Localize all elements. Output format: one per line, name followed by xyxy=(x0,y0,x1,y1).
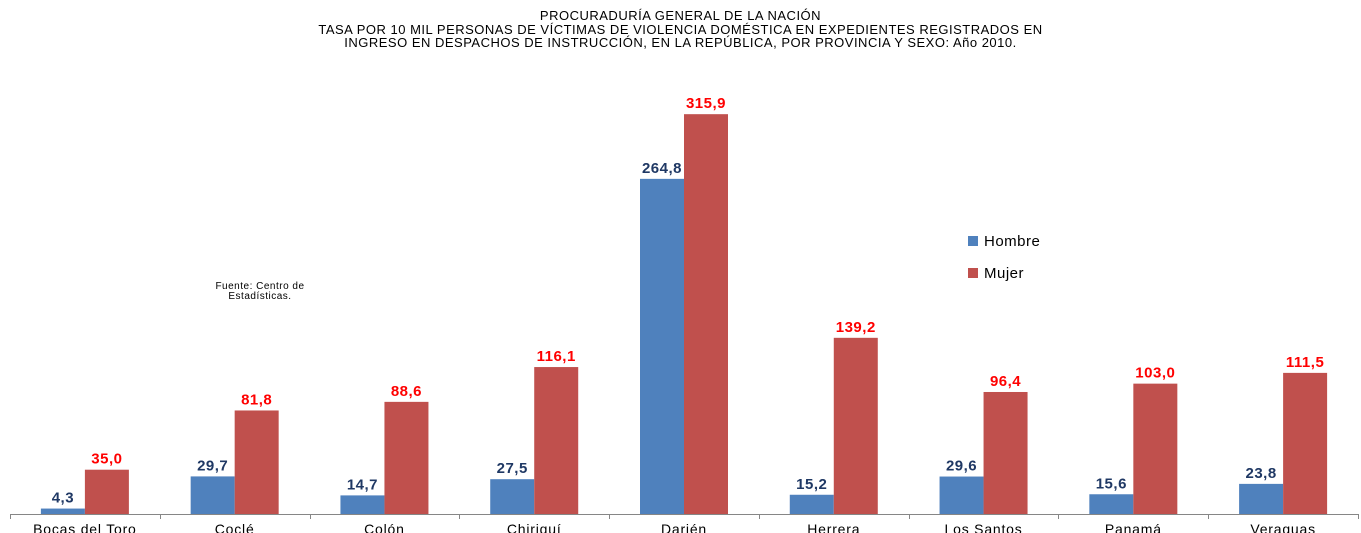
data-label-mujer: 116,1 xyxy=(537,348,576,365)
legend-item-hombre: Hombre xyxy=(968,231,1040,251)
data-label-mujer: 81,8 xyxy=(241,391,272,408)
bar-mujer xyxy=(384,401,429,514)
bar-hombre xyxy=(640,178,684,514)
data-label-mujer: 88,6 xyxy=(391,383,422,400)
data-label-mujer: 96,4 xyxy=(990,373,1021,390)
bar-mujer xyxy=(833,337,878,514)
source-note-line-1: Fuente: Centro de xyxy=(215,281,305,292)
data-label-hombre: 27,5 xyxy=(497,460,528,477)
legend-label-mujer: Mujer xyxy=(984,264,1025,282)
chart-title-line-1: PROCURADURÍA GENERAL DE LA NACIÓN xyxy=(539,8,822,23)
data-label-hombre: 4,3 xyxy=(52,490,74,507)
legend-label-hombre: Hombre xyxy=(984,232,1041,250)
bar-hombre xyxy=(490,479,535,514)
data-label-mujer: 139,2 xyxy=(836,319,876,336)
bar-hombre xyxy=(1089,494,1134,514)
data-label-hombre: 29,6 xyxy=(946,458,977,475)
data-label-mujer: 111,5 xyxy=(1286,354,1324,371)
data-label-hombre: 14,7 xyxy=(347,476,378,493)
data-label-mujer: 103,0 xyxy=(1135,365,1175,382)
bar-hombre xyxy=(40,508,85,514)
bar-mujer xyxy=(84,469,129,514)
data-label-hombre: 15,6 xyxy=(1096,475,1127,492)
bar-mujer xyxy=(234,410,279,514)
x-tick-label: Darién xyxy=(661,521,707,533)
x-tick-label: Bocas del Toro xyxy=(33,521,137,533)
chart-title-line-3: INGRESO EN DESPACHOS DE INSTRUCCIÓN, EN … xyxy=(344,35,1017,50)
bar-mujer xyxy=(1283,372,1328,514)
data-label-mujer: 35,0 xyxy=(91,451,122,468)
source-note-line-2: Estadísticas. xyxy=(228,291,292,302)
bar-hombre xyxy=(190,476,235,514)
bar-hombre xyxy=(340,495,385,514)
source-note: Fuente: Centro de Estadísticas. xyxy=(180,282,340,302)
x-tick-label: Coclé xyxy=(215,521,255,533)
x-tick-label: Los Santos xyxy=(945,521,1023,533)
bar-hombre xyxy=(939,476,984,514)
data-label-hombre: 23,8 xyxy=(1246,465,1277,482)
bar-hombre xyxy=(789,494,834,514)
data-label-hombre: 29,7 xyxy=(197,457,228,474)
x-tick-label: Chiriquí xyxy=(507,521,562,533)
chart-title-line-2: TASA POR 10 MIL PERSONAS DE VÍCTIMAS DE … xyxy=(318,22,1043,37)
data-label-hombre: 15,2 xyxy=(796,476,827,493)
bar-mujer xyxy=(684,114,728,515)
bar-mujer xyxy=(1133,383,1178,514)
bar-mujer xyxy=(534,367,579,514)
bar-hombre xyxy=(1239,483,1284,514)
bar-mujer xyxy=(983,391,1028,514)
legend-item-mujer: Mujer xyxy=(968,263,1024,283)
x-tick-label: Colón xyxy=(364,521,405,533)
legend-swatch-mujer xyxy=(968,268,978,278)
data-label-hombre: 264,8 xyxy=(642,160,682,177)
data-label-mujer: 315,9 xyxy=(686,95,726,112)
x-tick-label: Veraguas xyxy=(1250,521,1316,533)
legend-swatch-hombre xyxy=(968,236,978,246)
x-tick-label: Herrera xyxy=(807,521,860,533)
x-tick-label: Panamá xyxy=(1105,521,1162,533)
